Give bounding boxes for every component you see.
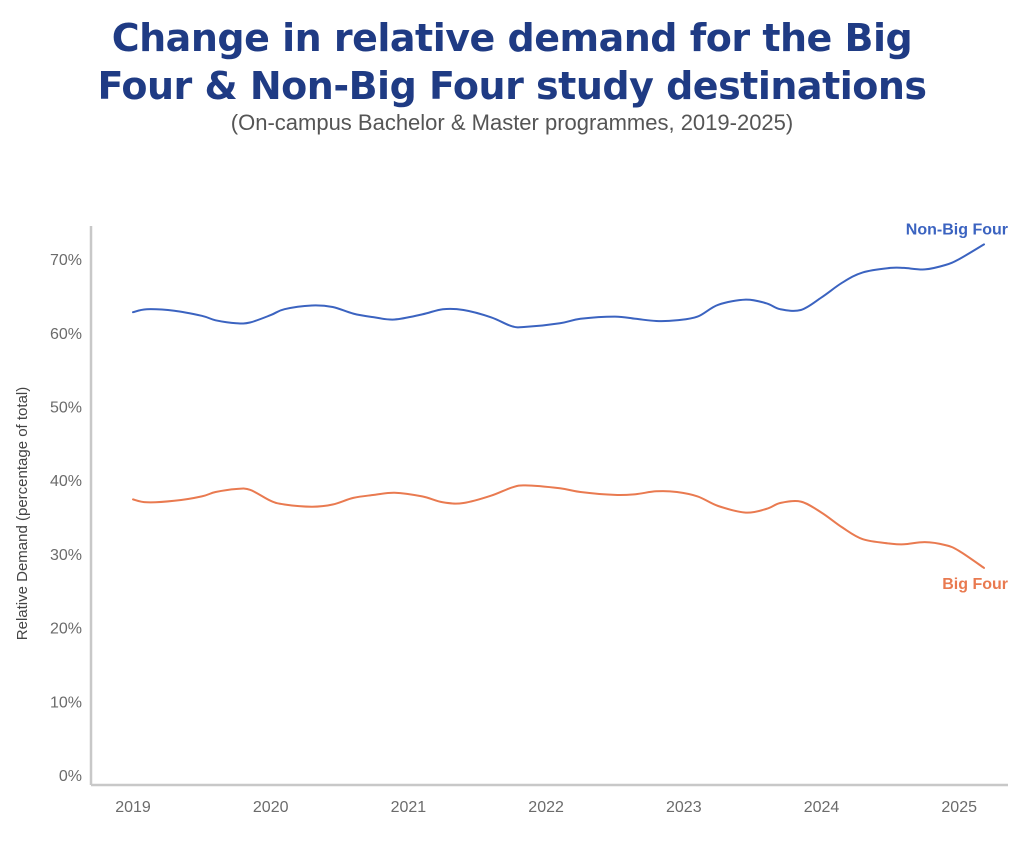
y-tick-label: 10% bbox=[50, 694, 82, 711]
y-tick-label: 0% bbox=[59, 768, 82, 785]
series-line-non-big-four bbox=[132, 243, 985, 329]
y-tick-label: 60% bbox=[50, 326, 82, 343]
x-tick-label: 2019 bbox=[115, 799, 151, 816]
series-label-non-big-four: Non-Big Four bbox=[906, 221, 1008, 238]
x-tick-label: 2025 bbox=[941, 799, 977, 816]
y-tick-label: 40% bbox=[50, 473, 82, 490]
series-label-big-four: Big Four bbox=[942, 576, 1008, 593]
series-line-big-four bbox=[132, 484, 985, 569]
x-tick-label: 2024 bbox=[804, 799, 840, 816]
y-axis-title: Relative Demand (percentage of total) bbox=[14, 387, 31, 640]
chart-subtitle: (On-campus Bachelor & Master programmes,… bbox=[230, 110, 794, 135]
x-tick-label: 2020 bbox=[253, 799, 289, 816]
chart-labels: Non-Big Four Big Four bbox=[906, 221, 1008, 593]
y-tick-label: 20% bbox=[50, 621, 82, 638]
chart-axes: 0% 10% 20% 30% 40% 50% 60% 70% 2019 2020 2021 2022 2… bbox=[14, 226, 1008, 816]
x-tick-label: 2021 bbox=[391, 799, 427, 816]
y-tick-label: 70% bbox=[50, 252, 82, 269]
x-tick-label: 2022 bbox=[528, 799, 564, 816]
y-tick-label: 30% bbox=[50, 547, 82, 564]
x-tick-label: 2023 bbox=[666, 799, 702, 816]
y-tick-label: 50% bbox=[50, 400, 82, 417]
chart-series bbox=[132, 243, 985, 569]
title-block: Change in relative demand for the Big Fo… bbox=[0, 14, 1024, 136]
chart-title: Change in relative demand for the Big Fo… bbox=[97, 16, 927, 108]
